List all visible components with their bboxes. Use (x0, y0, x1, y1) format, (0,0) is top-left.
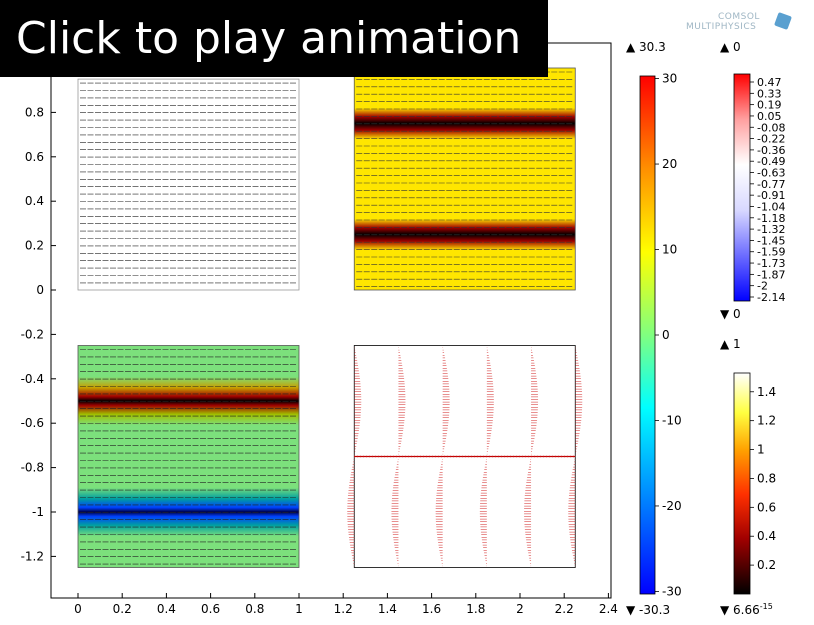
colorbar-tick-label: 1.4 (757, 385, 776, 399)
colorbar-tick-label: 0.6 (757, 500, 776, 514)
panel-top-left (77, 78, 300, 291)
colorbar-tick-label: -1.73 (757, 257, 785, 270)
colorbar-tick-label: -10 (662, 413, 682, 427)
colorbar-tick-label: 20 (662, 157, 677, 171)
x-tick-label: 1.4 (378, 602, 397, 616)
y-tick-label: -0.4 (21, 372, 44, 386)
colorbar-tick-label: -20 (662, 499, 682, 513)
x-tick-label: 1.8 (466, 602, 485, 616)
x-axis-ticks: 0 0.2 0.4 0.6 0.8 1 1.2 1.4 1.6 1.8 2 2.2 2.4 (74, 593, 618, 616)
x-tick-label: 0.8 (245, 602, 264, 616)
colorbar-tick-label: -30 (662, 584, 682, 598)
panel-top-right (353, 67, 576, 291)
redblue-max-marker: ▲ 0 (720, 40, 741, 54)
panel-bottom-right-deformation (347, 347, 583, 567)
logo-line1: COMSOL (718, 12, 760, 22)
logo-line2: MULTIPHYSICS (686, 22, 757, 32)
play-animation-button[interactable]: Click to play animation (0, 0, 548, 77)
panels-group (77, 67, 583, 568)
y-tick-label: 0.4 (25, 194, 44, 208)
x-tick-label: 2.2 (555, 602, 574, 616)
colorbar-tick-label: -0.91 (757, 189, 785, 202)
colorbar-redblue-gradient (733, 73, 751, 302)
thermal-max-marker: ▲ 1 (720, 337, 741, 351)
colorbar-tick-label: -0.36 (757, 144, 785, 157)
colorbar-thermal-gradient (733, 372, 751, 595)
colorbar-tick-label: 0.4 (757, 529, 776, 543)
colorbar-tick-label: -0.49 (757, 155, 785, 168)
colorbar-tick-label: 0.47 (757, 76, 782, 89)
colorbar-main-gradient (639, 75, 656, 595)
panel-top-right-arrows (356, 71, 574, 287)
main-max-marker: ▲ 30.3 (626, 40, 666, 54)
x-tick-label: 0.4 (157, 602, 176, 616)
colorbar-tick-label: 0.19 (757, 99, 782, 112)
colorbar-tick-label: 1.2 (757, 414, 776, 428)
thermal-min-marker: ▼ 6.66-15 (720, 602, 773, 617)
colorbar-tick-label: -0.77 (757, 178, 785, 191)
main-min-marker: ▼ -30.3 (626, 603, 670, 617)
x-tick-label: 0 (74, 602, 82, 616)
redblue-min-marker: ▼ 0 (720, 307, 741, 321)
y-tick-label: 0.8 (25, 105, 44, 119)
x-tick-label: 1.6 (422, 602, 441, 616)
colorbar-tick-label: 0 (662, 328, 670, 342)
colorbar-tick-label: -0.63 (757, 167, 785, 180)
colorbar-tick-label: -1.45 (757, 234, 785, 247)
x-tick-label: 2 (516, 602, 524, 616)
colorbar-tick-label: 0.33 (757, 87, 782, 100)
comsol-cube-icon (774, 12, 792, 30)
panel-top-left-arrows (80, 82, 297, 284)
y-tick-label: -1.2 (21, 549, 44, 563)
colorbar-tick-label: 0.05 (757, 110, 782, 123)
colorbar-redblue: ▲ 0 0.470.330.190.05-0.08-0.22-0.36-0.49… (720, 40, 785, 321)
x-tick-label: 0.6 (201, 602, 220, 616)
y-tick-label: -1 (32, 505, 44, 519)
x-tick-label: 1 (295, 602, 303, 616)
colorbar-tick-label: -1.32 (757, 223, 785, 236)
colorbar-tick-label: 10 (662, 243, 677, 257)
y-tick-label: -0.2 (21, 327, 44, 341)
colorbar-tick-label: 1 (757, 443, 765, 457)
comsol-logo: COMSOL MULTIPHYSICS (686, 12, 798, 34)
colorbar-tick-label: 30 (662, 72, 677, 86)
colorbar-main: ▲ 30.3 30 20 10 0 -10 -20 -30 ▼ -30.3 (626, 40, 682, 617)
colorbar-tick-label: -1.04 (757, 200, 785, 213)
y-tick-label: 0.2 (25, 239, 44, 253)
x-tick-label: 0.2 (113, 602, 132, 616)
x-tick-label: 1.2 (334, 602, 353, 616)
colorbar-tick-label: -1.18 (757, 212, 785, 225)
y-tick-label: -0.8 (21, 461, 44, 475)
x-tick-label: 2.4 (599, 602, 618, 616)
colorbar-tick-label: -0.22 (757, 133, 785, 146)
colorbar-thermal: ▲ 1 1.4 1.2 1 0.8 0.6 0.4 0.2 ▼ 6.66-15 (720, 337, 776, 617)
colorbar-tick-label: 0.8 (757, 471, 776, 485)
y-tick-label: 0 (36, 283, 44, 297)
y-axis-ticks: 0.8 0.6 0.4 0.2 0 -0.2 -0.4 -0.6 -0.8 -1 -1.2 (21, 105, 56, 563)
colorbar-tick-label: -1.59 (757, 246, 785, 259)
y-tick-label: 0.6 (25, 150, 44, 164)
colorbar-main-ticks: 30 20 10 0 -10 -20 -30 (655, 72, 682, 598)
colorbar-tick-label: 0.2 (757, 558, 776, 572)
colorbar-thermal-ticks: 1.4 1.2 1 0.8 0.6 0.4 0.2 (750, 385, 776, 572)
colorbar-redblue-ticks: 0.470.330.190.05-0.08-0.22-0.36-0.49-0.6… (750, 76, 785, 304)
panel-bottom-left-arrows (80, 349, 297, 565)
panel-bottom-left (77, 345, 300, 568)
colorbar-tick-label: -2 (757, 280, 768, 293)
colorbar-tick-label: -2.14 (757, 291, 785, 304)
colorbar-tick-label: -0.08 (757, 121, 785, 134)
y-tick-label: -0.6 (21, 416, 44, 430)
colorbar-tick-label: -1.87 (757, 268, 785, 281)
